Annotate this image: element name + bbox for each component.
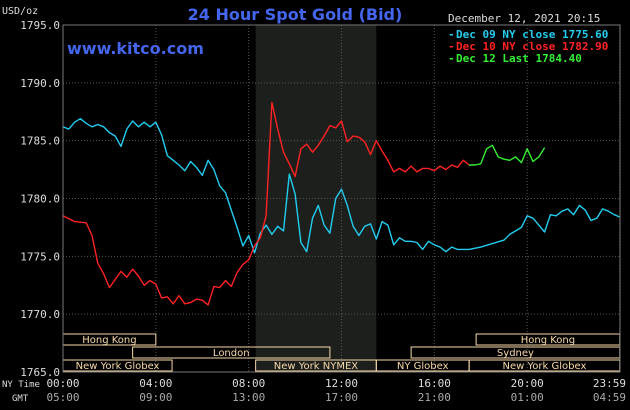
legend-entry-dec12: Dec 12 Last 1784.40	[456, 52, 582, 65]
market-session-box	[132, 346, 331, 359]
x-tick-label-gmt: 21:00	[418, 391, 451, 404]
market-session-label: New York Globex	[76, 361, 160, 372]
x-tick-label-ny: 04:00	[139, 377, 172, 390]
watermark-text: www.kitco.com	[67, 39, 204, 58]
legend-entry-dec09: Dec 09 NY close 1775.60	[456, 28, 608, 41]
y-tick-label: 1790.0	[20, 77, 60, 90]
datetime-stamp: December 12, 2021 20:15	[448, 12, 600, 25]
y-tick-label: 1765.0	[20, 366, 60, 379]
market-session-label: Hong Kong	[82, 335, 136, 346]
market-session-label: Sydney	[497, 348, 534, 359]
series-line-1	[62, 101, 470, 306]
x-tick-label-ny: 08:00	[232, 377, 265, 390]
y-tick-label: 1795.0	[20, 19, 60, 32]
series-line-2	[469, 144, 546, 166]
x-tick-label-gmt: 17:00	[325, 391, 358, 404]
ny-time-label: NY Time	[2, 380, 40, 390]
y-tick-label: 1775.0	[20, 250, 60, 263]
x-tick-label-ny: 00:00	[46, 377, 79, 390]
x-tick-label-ny: 12:00	[325, 377, 358, 390]
market-session-label: London	[213, 348, 250, 359]
x-tick-label-ny: 16:00	[418, 377, 451, 390]
legend-marker: -	[448, 28, 455, 41]
x-tick-label-gmt: 01:00	[511, 391, 544, 404]
y-axis-ticks: 1765.0 1770.0 1775.0 1780.0 1785.0 1790.0 1795…	[20, 19, 60, 379]
market-session-new-york-globex: New York Globex	[62, 359, 173, 372]
series-line-0	[62, 118, 621, 254]
unit-label: USD/oz	[2, 6, 38, 17]
x-tick-label-gmt: 04:59	[593, 391, 626, 404]
x-tick-label-gmt: 05:00	[46, 391, 79, 404]
market-session-label: New York Globex	[503, 361, 587, 372]
legend-marker: -	[448, 40, 455, 53]
legend-marker: -	[448, 52, 455, 65]
gmt-label: GMT	[12, 394, 29, 404]
market-session-label: Hong Kong	[521, 335, 575, 346]
y-tick-label: 1770.0	[20, 308, 60, 321]
x-tick-label-ny: 23:59	[593, 377, 626, 390]
price-series	[62, 101, 621, 306]
market-session-label: New York NYMEX	[274, 361, 359, 372]
y-tick-label: 1780.0	[20, 193, 60, 206]
chart-title: 24 Hour Spot Gold (Bid)	[188, 5, 403, 24]
x-tick-label-gmt: 09:00	[139, 391, 172, 404]
x-tick-label-ny: 20:00	[511, 377, 544, 390]
x-tick-label-gmt: 13:00	[232, 391, 265, 404]
market-session-london: London	[132, 346, 331, 359]
legend-entry-dec10: Dec 10 NY close 1782.90	[456, 40, 608, 53]
market-session-label: NY Globex	[397, 361, 449, 372]
y-tick-label: 1785.0	[20, 135, 60, 148]
plot-border	[62, 24, 621, 373]
